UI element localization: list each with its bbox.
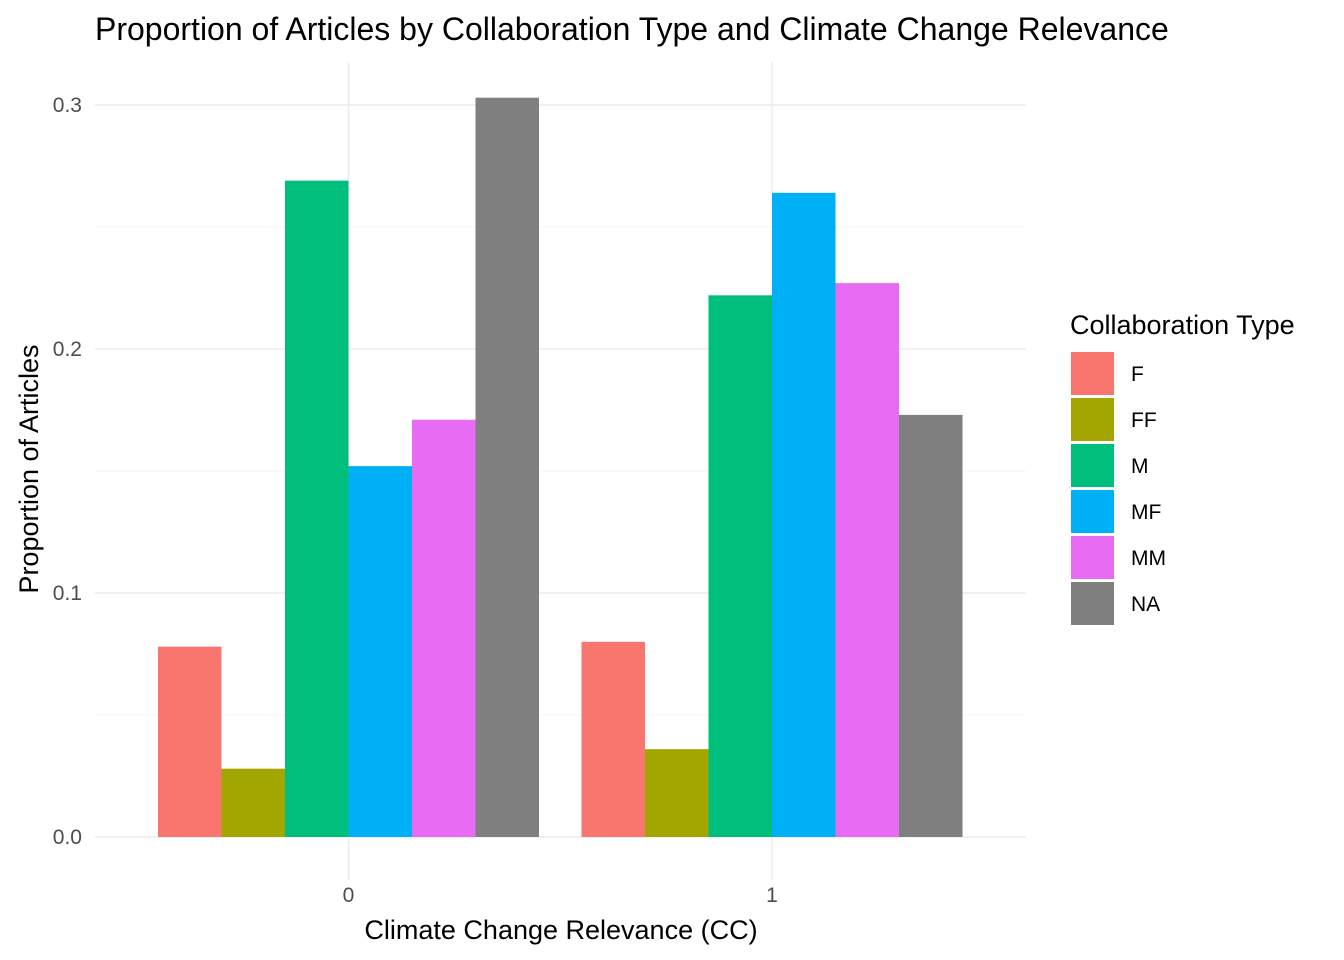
bar-MF-1: [772, 192, 836, 838]
legend-label-MF: MF: [1131, 501, 1161, 524]
legend-key-NA: [1071, 582, 1114, 625]
legend-label-FF: FF: [1131, 409, 1157, 432]
bar-M-0: [285, 180, 349, 837]
x-tick-label: 0: [343, 884, 355, 907]
chart-title: Proportion of Articles by Collaboration …: [95, 11, 1169, 47]
bar-NA-1: [899, 414, 963, 837]
legend-key-FF: [1071, 398, 1114, 441]
bar-M-1: [708, 295, 772, 837]
y-tick-label: 0.0: [53, 826, 82, 849]
bar-FF-0: [221, 768, 285, 837]
bar-MF-0: [348, 466, 412, 837]
bar-NA-0: [475, 97, 539, 838]
legend-label-NA: NA: [1131, 593, 1160, 616]
bar-MM-0: [412, 419, 476, 837]
bar-FF-1: [645, 749, 709, 837]
y-axis-ticks: 0.0 0.1 0.2 0.3: [53, 94, 82, 849]
x-tick-label: 1: [766, 884, 778, 907]
y-tick-label: 0.1: [53, 582, 82, 605]
x-axis-title: Climate Change Relevance (CC): [364, 915, 757, 945]
legend-key-F: [1071, 352, 1114, 395]
y-axis-title: Proportion of Articles: [14, 344, 44, 593]
legend-label-MM: MM: [1131, 547, 1166, 570]
legend-title: Collaboration Type: [1070, 310, 1295, 340]
legend-key-MM: [1071, 536, 1114, 579]
legend-label-F: F: [1131, 363, 1144, 386]
bar-F-1: [581, 641, 645, 837]
legend-label-M: M: [1131, 455, 1149, 478]
legend-key-MF: [1071, 490, 1114, 533]
bar-F-0: [158, 646, 222, 837]
y-tick-label: 0.3: [53, 94, 82, 117]
bar-MM-1: [835, 283, 899, 837]
y-tick-label: 0.2: [53, 338, 82, 361]
legend-key-M: [1071, 444, 1114, 487]
bars: [158, 97, 963, 838]
